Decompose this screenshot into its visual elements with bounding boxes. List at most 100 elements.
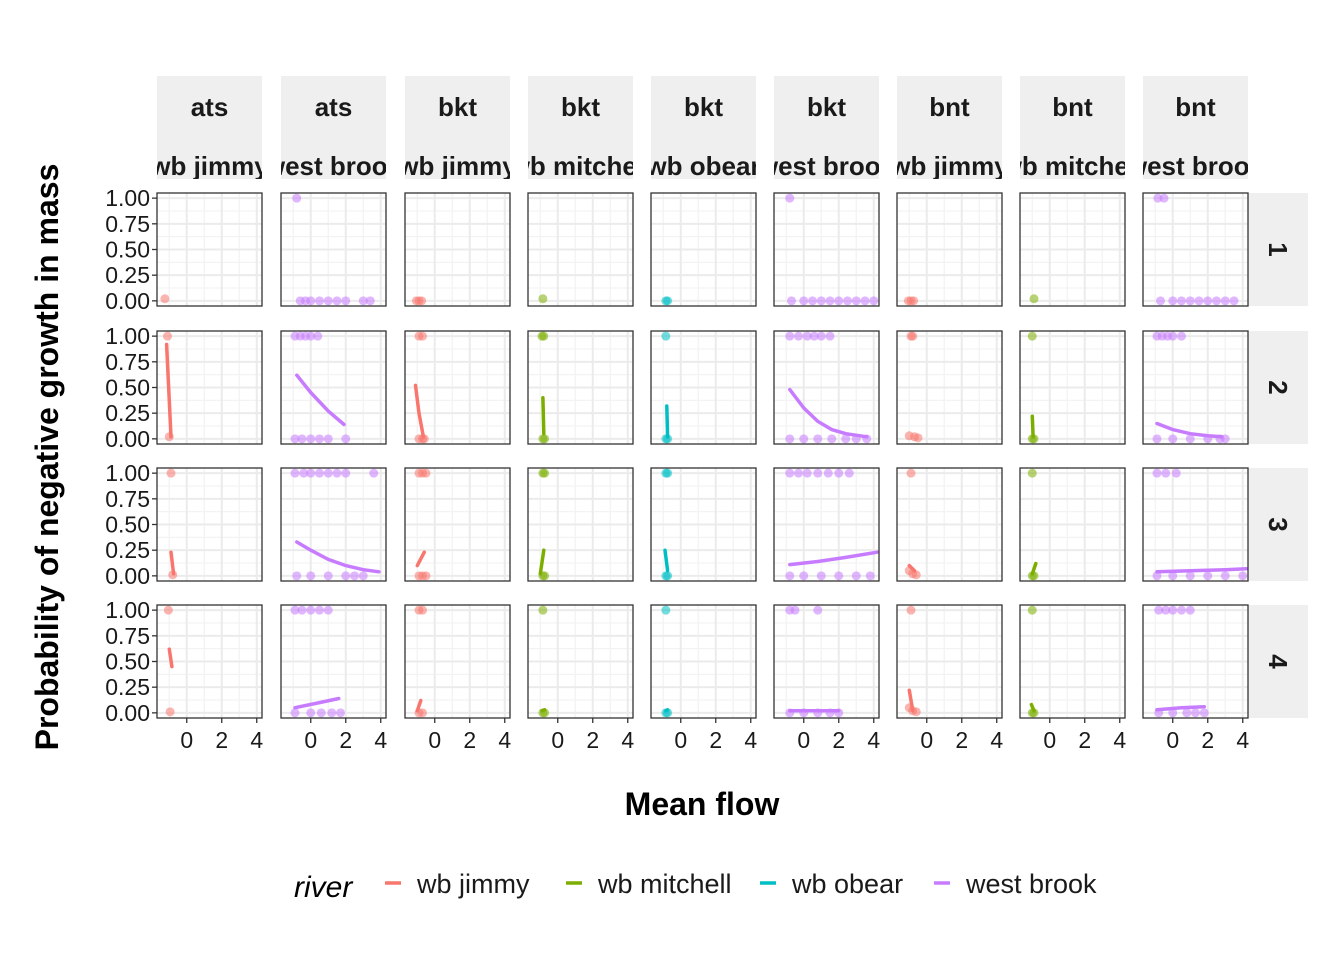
data-point xyxy=(869,296,879,306)
col-strip-species-label: bnt xyxy=(1175,92,1216,122)
x-tick-label: 2 xyxy=(463,727,476,753)
data-point xyxy=(327,708,337,718)
data-point xyxy=(785,571,795,581)
data-point xyxy=(785,193,795,203)
x-tick-label: 4 xyxy=(250,727,263,753)
legend-label: west brook xyxy=(965,869,1097,899)
data-point xyxy=(816,296,826,306)
panel-border xyxy=(527,330,634,445)
data-point xyxy=(306,571,316,581)
data-point xyxy=(823,468,833,478)
y-tick-label: 0.50 xyxy=(105,237,150,263)
data-point xyxy=(313,331,323,341)
fit-line xyxy=(540,708,547,713)
y-tick-label: 0.00 xyxy=(105,288,150,314)
data-point xyxy=(1159,193,1169,203)
y-tick-label: 0.00 xyxy=(105,426,150,452)
data-point xyxy=(911,570,921,580)
data-point xyxy=(799,571,809,581)
fit-line xyxy=(413,383,426,439)
panel-border xyxy=(280,192,387,307)
data-point xyxy=(1154,605,1164,615)
col-strip-bg xyxy=(281,76,386,179)
data-point xyxy=(332,296,342,306)
data-point xyxy=(808,296,817,306)
data-point xyxy=(315,468,324,478)
data-point xyxy=(785,468,795,478)
col-strip-bg xyxy=(1020,76,1125,179)
y-tick-label: 0.00 xyxy=(105,563,150,589)
data-point xyxy=(825,331,835,341)
data-point xyxy=(834,296,844,306)
x-tick-label: 4 xyxy=(498,727,511,753)
data-point xyxy=(1027,605,1037,615)
y-tick-label: 1.00 xyxy=(105,597,150,623)
data-point xyxy=(906,605,916,615)
data-point xyxy=(1191,708,1200,718)
data-point xyxy=(1168,708,1178,718)
data-point xyxy=(809,331,819,341)
data-point xyxy=(1177,296,1186,306)
col-strip-species-label: bnt xyxy=(1052,92,1093,122)
data-point xyxy=(663,571,673,581)
data-point xyxy=(1152,434,1162,444)
fit-line xyxy=(169,550,176,576)
col-strip-river-label: wb mitchell xyxy=(509,151,652,181)
data-point xyxy=(306,331,316,341)
fit-line xyxy=(1155,704,1207,712)
x-tick-label: 0 xyxy=(674,727,687,753)
col-strip-river-label: west brook xyxy=(264,151,403,181)
data-point xyxy=(827,434,837,444)
panel-border xyxy=(404,604,511,719)
x-tick-label: 0 xyxy=(180,727,193,753)
panel-border xyxy=(1019,604,1126,719)
data-point xyxy=(290,434,300,444)
x-tick-label: 0 xyxy=(797,727,810,753)
data-point xyxy=(1156,296,1165,306)
data-point xyxy=(1229,296,1239,306)
y-tick-label: 0.00 xyxy=(105,700,150,726)
col-strip-species-label: bkt xyxy=(684,92,723,122)
col-strip-species-label: bkt xyxy=(438,92,477,122)
col-strip-bg xyxy=(157,76,262,179)
data-point xyxy=(663,434,673,444)
data-point xyxy=(851,296,861,306)
fit-line xyxy=(1155,566,1249,574)
fit-line xyxy=(295,540,381,574)
x-tick-label: 4 xyxy=(1236,727,1249,753)
data-point xyxy=(1199,708,1209,718)
data-point xyxy=(341,296,351,306)
y-tick-label: 0.25 xyxy=(105,262,150,288)
data-point xyxy=(906,468,916,478)
data-point xyxy=(365,296,375,306)
data-point xyxy=(1161,468,1171,478)
data-point xyxy=(165,707,175,717)
data-point xyxy=(1177,605,1186,615)
data-point xyxy=(292,193,302,203)
data-point xyxy=(323,468,333,478)
data-point xyxy=(323,296,333,306)
data-point xyxy=(785,434,795,444)
x-tick-label: 4 xyxy=(867,727,880,753)
data-point xyxy=(323,605,333,615)
data-point xyxy=(834,571,844,581)
data-point xyxy=(323,434,333,444)
x-tick-label: 4 xyxy=(1113,727,1126,753)
data-point xyxy=(813,605,823,615)
data-point xyxy=(1182,708,1192,718)
data-point xyxy=(816,571,826,581)
panel-border xyxy=(650,467,757,582)
data-point xyxy=(794,331,803,341)
col-strip-species-label: bnt xyxy=(929,92,970,122)
data-point xyxy=(290,708,300,718)
data-point xyxy=(306,434,316,444)
data-point xyxy=(418,605,427,615)
x-tick-label: 2 xyxy=(1078,727,1091,753)
panel-border xyxy=(896,192,1003,307)
col-strip-species-label: bkt xyxy=(561,92,600,122)
data-point xyxy=(1161,605,1171,615)
data-point xyxy=(358,571,368,581)
col-strip-river-label: west brook xyxy=(1126,151,1265,181)
data-point xyxy=(1177,331,1186,341)
